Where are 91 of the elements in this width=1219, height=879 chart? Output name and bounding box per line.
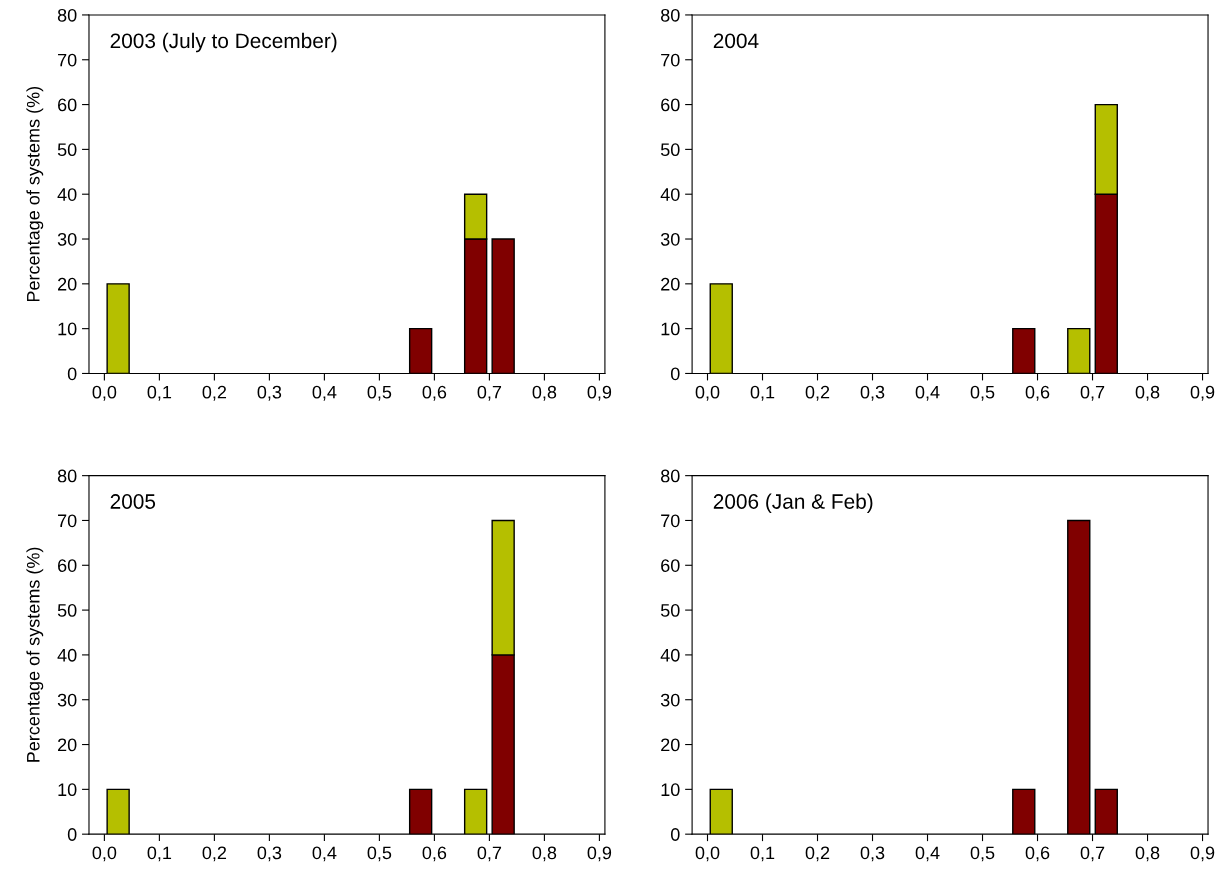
x-tick-label: 0,2 xyxy=(202,846,227,862)
y-tick-label: 20 xyxy=(661,277,680,291)
y-tick-label: 50 xyxy=(57,604,77,617)
y-tick-label: 50 xyxy=(660,604,680,617)
x-tick-label: 0,2 xyxy=(202,385,227,401)
y-tick-label: 40 xyxy=(57,188,77,201)
y-tick-label: 0 xyxy=(670,367,680,381)
x-tick-label: 0,1 xyxy=(750,385,775,401)
y-tick-label: 60 xyxy=(58,98,77,112)
y-tick-label: 70 xyxy=(661,514,680,528)
x-tick-label: 0,7 xyxy=(1080,846,1105,862)
y-tick-label: 20 xyxy=(58,277,77,291)
y-tick-label: 70 xyxy=(661,53,680,67)
y-tick-label: 60 xyxy=(661,98,680,112)
y-tick-label: 10 xyxy=(661,783,680,797)
bar xyxy=(408,327,433,374)
x-tick-label: 0,9 xyxy=(587,846,612,862)
bar xyxy=(106,788,130,835)
text: 2004 xyxy=(713,33,759,49)
y-tick-label: 70 xyxy=(58,514,77,528)
x-tick-label: 0,6 xyxy=(422,846,447,862)
x-tick-label: 0,0 xyxy=(92,846,117,862)
y-tick-label: 30 xyxy=(660,232,680,246)
bar xyxy=(408,788,433,835)
x-tick-label: 0,1 xyxy=(147,385,172,401)
y-tick-label: 20 xyxy=(661,738,680,752)
bar xyxy=(1067,327,1091,374)
bar xyxy=(106,283,130,374)
x-tick-label: 0,1 xyxy=(147,846,172,862)
x-tick-label: 0,7 xyxy=(477,385,502,401)
y-tick-label: 40 xyxy=(660,188,680,201)
x-tick-label: 0,5 xyxy=(367,385,392,401)
x-tick-label: 0,5 xyxy=(970,846,995,862)
x-tick-label: 0,8 xyxy=(1135,846,1160,862)
x-tick-label: 0,4 xyxy=(312,385,337,401)
bar xyxy=(1012,327,1036,374)
y-tick-label: 40 xyxy=(57,648,77,662)
x-tick-label: 0,6 xyxy=(1025,846,1050,862)
y-axis-title: Percentage of systems (%) xyxy=(26,86,44,302)
x-tick-label: 0,3 xyxy=(257,385,282,401)
x-tick-label: 0,8 xyxy=(1135,385,1160,401)
y-tick-label: 0 xyxy=(67,828,77,841)
x-tick-label: 0,5 xyxy=(367,846,392,862)
x-tick-label: 0,4 xyxy=(312,846,337,862)
x-tick-label: 0,1 xyxy=(750,846,775,862)
x-tick-label: 0,2 xyxy=(805,385,830,401)
x-tick-label: 0,9 xyxy=(587,385,612,401)
text: 2005 xyxy=(110,494,156,509)
x-tick-label: 0,2 xyxy=(805,846,830,862)
y-tick-label: 10 xyxy=(58,783,77,797)
bar xyxy=(709,283,733,374)
x-tick-label: 0,0 xyxy=(695,846,720,862)
x-tick-label: 0,0 xyxy=(695,385,720,401)
y-tick-label: 60 xyxy=(661,559,680,572)
x-tick-label: 0,9 xyxy=(1190,385,1215,401)
x-tick-label: 0,3 xyxy=(257,846,282,862)
y-tick-label: 80 xyxy=(57,469,77,483)
x-tick-label: 0,9 xyxy=(1190,846,1215,862)
x-tick-label: 0,3 xyxy=(860,385,885,401)
y-tick-label: 80 xyxy=(661,469,680,483)
x-tick-label: 0,6 xyxy=(422,385,447,401)
y-tick-label: 10 xyxy=(661,322,680,336)
x-tick-label: 0,7 xyxy=(1080,385,1105,401)
y-tick-label: 80 xyxy=(661,8,680,22)
y-tick-label: 50 xyxy=(57,143,77,157)
x-tick-label: 0,6 xyxy=(1025,385,1050,401)
y-tick-label: 60 xyxy=(58,559,77,572)
y-tick-label: 0 xyxy=(67,367,77,381)
x-tick-label: 0,7 xyxy=(477,846,502,862)
y-tick-label: 80 xyxy=(57,8,77,22)
y-tick-label: 0 xyxy=(670,828,680,841)
x-tick-label: 0,0 xyxy=(92,385,117,401)
y-tick-label: 30 xyxy=(660,693,680,707)
x-tick-label: 0,8 xyxy=(532,385,557,401)
y-tick-label: 70 xyxy=(58,53,77,67)
text: 2006 (Jan & Feb) xyxy=(713,493,873,513)
bar xyxy=(491,238,515,374)
text: 2003 (July to December) xyxy=(110,32,337,53)
x-tick-label: 0,4 xyxy=(915,846,940,862)
x-tick-label: 0,8 xyxy=(532,846,557,862)
y-tick-label: 10 xyxy=(58,322,77,336)
x-tick-label: 0,5 xyxy=(970,385,995,401)
y-tick-label: 30 xyxy=(57,693,77,707)
y-tick-label: 50 xyxy=(660,143,680,157)
y-tick-label: 40 xyxy=(660,648,680,662)
x-tick-label: 0,4 xyxy=(915,385,940,401)
y-tick-label: 30 xyxy=(57,232,77,246)
y-tick-label: 20 xyxy=(58,738,77,752)
x-tick-label: 0,3 xyxy=(860,846,885,862)
bar xyxy=(463,788,488,835)
y-axis-title: Percentage of systems (%) xyxy=(26,547,44,762)
